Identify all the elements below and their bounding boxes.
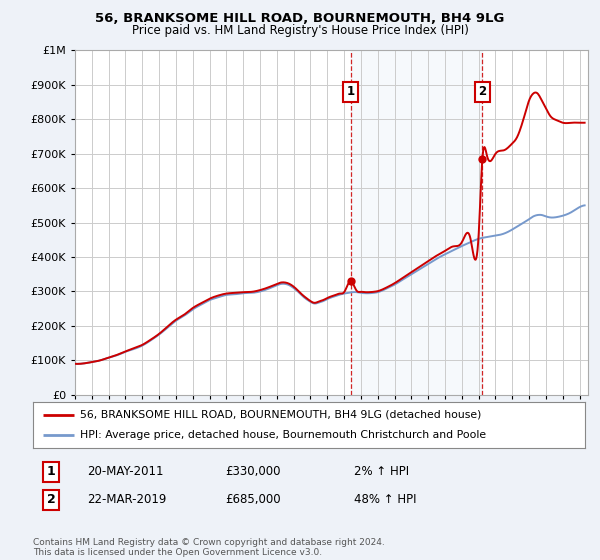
Text: 22-MAR-2019: 22-MAR-2019 [87,493,166,506]
Text: 56, BRANKSOME HILL ROAD, BOURNEMOUTH, BH4 9LG: 56, BRANKSOME HILL ROAD, BOURNEMOUTH, BH… [95,12,505,25]
Text: Contains HM Land Registry data © Crown copyright and database right 2024.
This d: Contains HM Land Registry data © Crown c… [33,538,385,557]
Text: 20-MAY-2011: 20-MAY-2011 [87,465,163,478]
Text: £685,000: £685,000 [225,493,281,506]
Text: 48% ↑ HPI: 48% ↑ HPI [354,493,416,506]
Text: HPI: Average price, detached house, Bournemouth Christchurch and Poole: HPI: Average price, detached house, Bour… [80,430,486,440]
Text: 2: 2 [478,85,487,98]
Text: £330,000: £330,000 [225,465,281,478]
Text: 1: 1 [346,85,355,98]
Text: 1: 1 [47,465,55,478]
Bar [350,50,482,395]
Text: 2: 2 [47,493,55,506]
Text: Price paid vs. HM Land Registry's House Price Index (HPI): Price paid vs. HM Land Registry's House … [131,24,469,36]
Text: 56, BRANKSOME HILL ROAD, BOURNEMOUTH, BH4 9LG (detached house): 56, BRANKSOME HILL ROAD, BOURNEMOUTH, BH… [80,410,481,420]
Text: 2% ↑ HPI: 2% ↑ HPI [354,465,409,478]
